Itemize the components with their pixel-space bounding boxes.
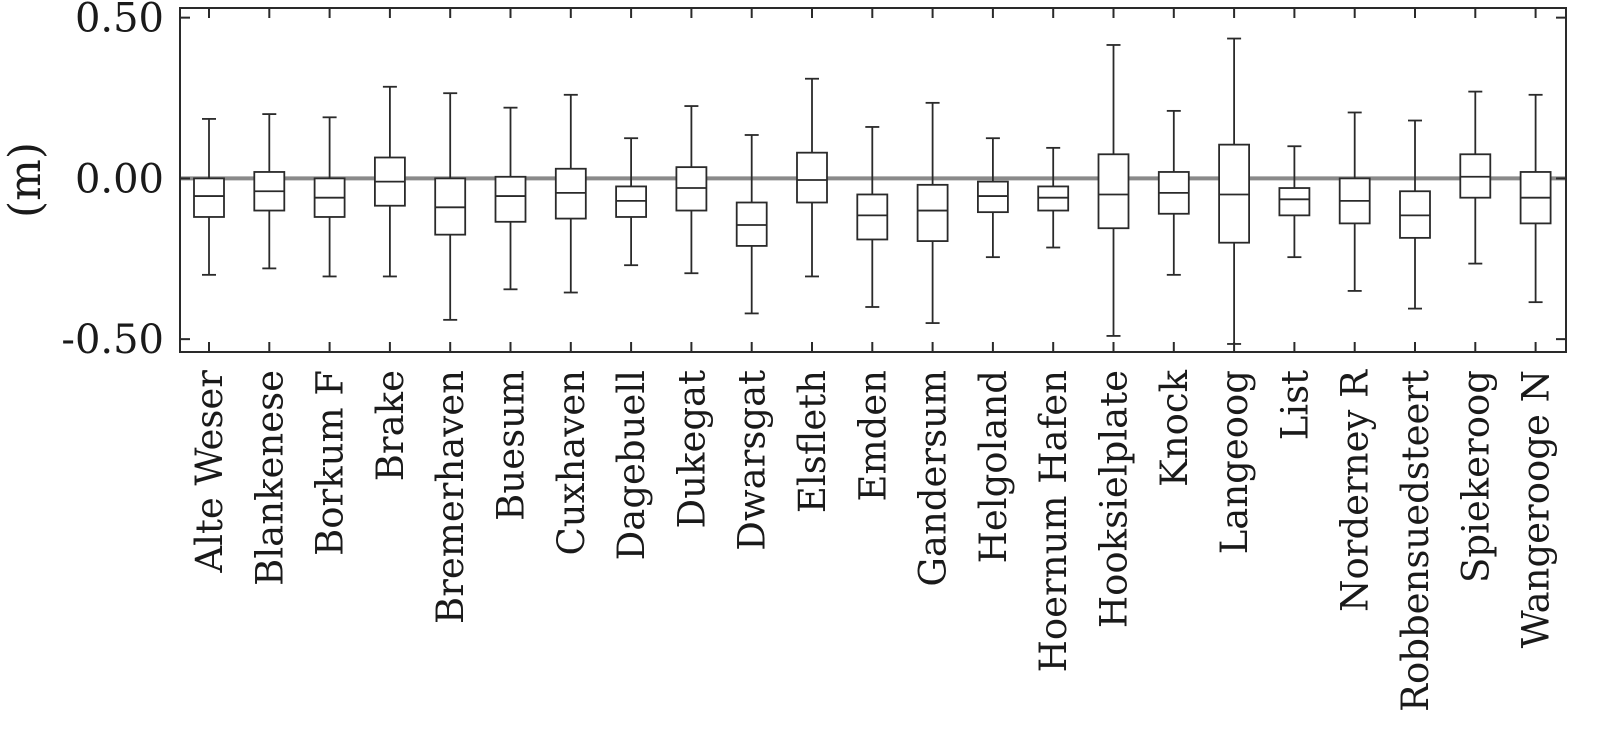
x-tick-label: Alte Weser	[188, 370, 231, 574]
x-tick-label: Elsfleth	[791, 370, 834, 513]
x-tick-label: Robbensuedsteert	[1394, 370, 1437, 712]
x-tick-label: Emden	[851, 370, 894, 502]
x-tick-label: Cuxhaven	[550, 370, 593, 556]
box-iqr	[916, 183, 949, 242]
x-tick-label: Borkum F	[309, 370, 352, 556]
x-tick-label: Wangerooge N	[1515, 370, 1558, 648]
plot-frame	[179, 7, 1567, 353]
y-tick-label: 0.50	[75, 0, 164, 42]
y-tick-label: -0.50	[61, 317, 164, 363]
box-iqr	[796, 151, 828, 204]
y-tick-label: 0.00	[75, 156, 164, 202]
x-tick-label: Brake	[369, 370, 412, 481]
x-tick-label: Dukegat	[670, 370, 713, 529]
y-axis-label: (m)	[0, 142, 51, 218]
x-tick-label: Hoernum Hafen	[1032, 370, 1075, 672]
box-iqr	[856, 193, 889, 241]
x-tick-label: Langeoog	[1213, 370, 1256, 554]
box-iqr	[494, 175, 527, 223]
x-tick-label: Spiekeroog	[1454, 370, 1497, 583]
x-tick-label: Helgoland	[972, 370, 1015, 563]
plot-area: Alte Weser Blankenese Borkum F Brake Bremerh…	[61, 0, 1567, 712]
box-iqr	[1097, 153, 1130, 230]
x-tick-label: List	[1273, 370, 1316, 440]
box-iqr	[193, 177, 225, 218]
box-iqr	[1278, 187, 1311, 217]
x-tick-label: Knock	[1153, 369, 1196, 486]
x-tick-label: Hooksielplate	[1093, 370, 1136, 628]
x-tick-label: Dagebuell	[610, 370, 653, 560]
x-tick-label: Bremerhaven	[429, 370, 472, 624]
x-tick-label: Blankenese	[248, 370, 291, 586]
x-tick-label: Dwarsgat	[731, 370, 774, 551]
x-tick-label: Gandersum	[912, 370, 955, 587]
x-tick-label: Norderney R	[1334, 369, 1377, 612]
x-tick-label: Buesum	[490, 370, 533, 521]
